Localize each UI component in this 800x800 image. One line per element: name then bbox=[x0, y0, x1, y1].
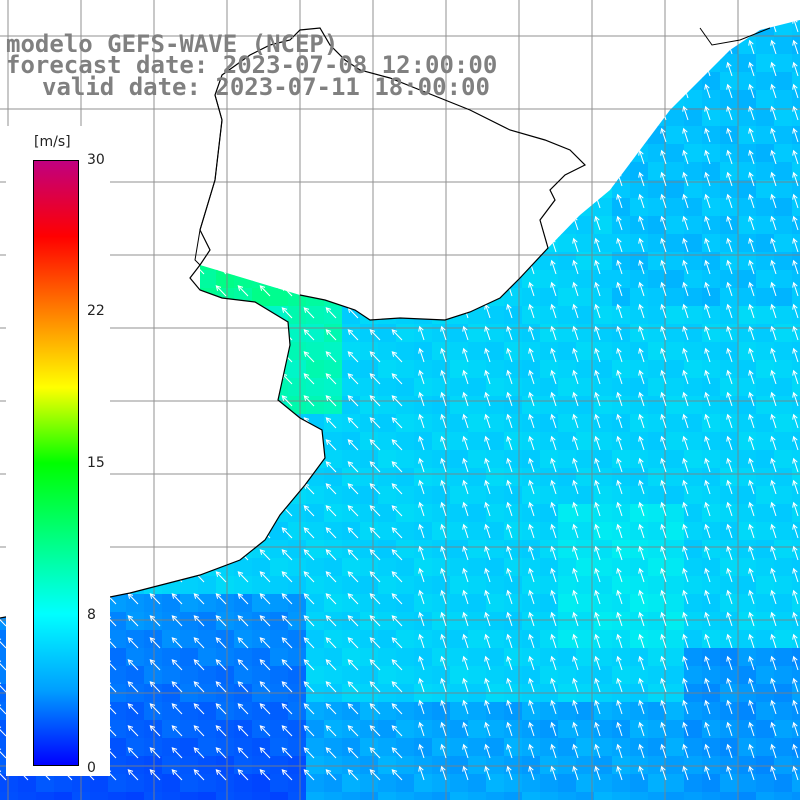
colorbar-tick-8: 8 bbox=[87, 607, 96, 623]
colorbar-tick-15: 15 bbox=[87, 455, 105, 471]
colorbar bbox=[33, 160, 79, 766]
river-line bbox=[194, 94, 223, 266]
model-title: modelo GEFS-WAVE (NCEP) bbox=[6, 30, 339, 58]
colorbar-unit: [m/s] bbox=[34, 134, 71, 150]
coast-segment bbox=[699, 27, 771, 46]
coastline bbox=[0, 27, 587, 619]
valid-date: valid date: 2023-07-11 18:00:00 bbox=[42, 73, 490, 101]
colorbar-tick-30: 30 bbox=[87, 152, 105, 168]
colorbar-tick-22: 22 bbox=[87, 303, 105, 319]
colorbar-tick-0: 0 bbox=[87, 760, 96, 776]
forecast-date: forecast date: 2023-07-08 12:00:00 bbox=[6, 51, 498, 79]
